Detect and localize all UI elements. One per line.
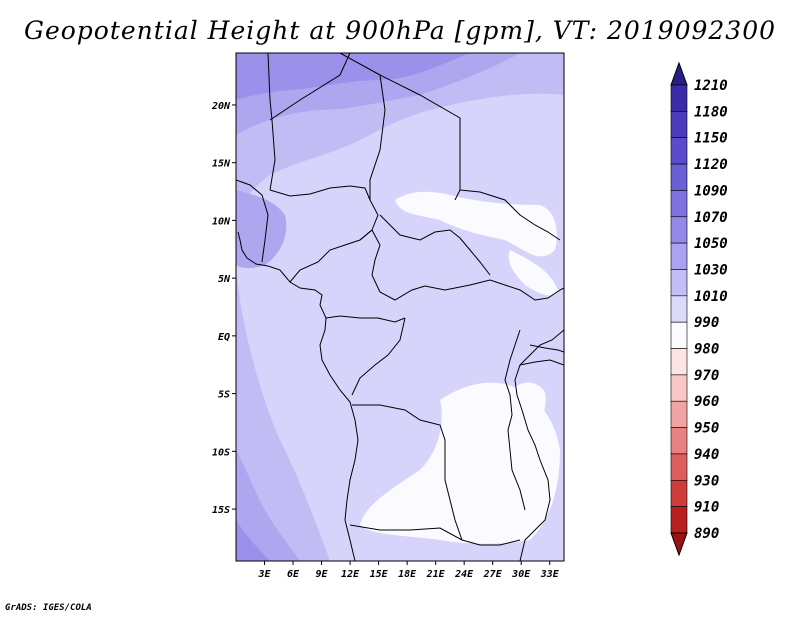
- colorbar-segment: [670, 269, 688, 297]
- border-nigeria-cameroon: [289, 229, 373, 283]
- border-congo: [351, 317, 406, 396]
- field-sw-core: [236, 520, 270, 561]
- colorbar-label: 960: [694, 394, 719, 410]
- border-mali: [267, 53, 276, 191]
- colorbar-segment: [670, 427, 688, 455]
- field-left-band: [236, 53, 330, 561]
- field-north-core: [236, 53, 470, 100]
- field-north-white: [395, 191, 557, 257]
- map-frame: [235, 52, 565, 562]
- border-niger-chad: [359, 74, 386, 241]
- border-angola-drc: [352, 404, 463, 541]
- x-tick-label: 30E: [511, 569, 531, 580]
- border-gabon-north: [325, 315, 406, 323]
- colorbar-segment: [670, 400, 688, 428]
- border-car-south: [371, 229, 506, 301]
- y-tick-label: 15N: [212, 159, 231, 170]
- colorbar-label: 950: [694, 421, 719, 437]
- x-tick-label: 18E: [398, 569, 417, 580]
- field-sw-band: [236, 450, 300, 561]
- border-nigeria-north: [269, 185, 371, 201]
- colorbar-segment: [670, 506, 688, 534]
- colorbar-label: 910: [694, 500, 719, 516]
- field-east-white: [508, 250, 558, 296]
- colorbar-label: 930: [694, 473, 719, 489]
- colorbar-label: 1150: [694, 131, 728, 147]
- colorbar-segment: [670, 295, 688, 323]
- colorbar-label: 1180: [694, 104, 728, 120]
- border-tanzania: [519, 359, 564, 366]
- border-south: [349, 524, 521, 546]
- east-coastline: [514, 329, 564, 561]
- colorbar-label: 1070: [694, 210, 728, 226]
- colorbar-segment: [670, 216, 688, 244]
- x-tick-label: 12E: [341, 569, 360, 580]
- x-tick-label: 33E: [540, 569, 560, 580]
- border-algeria-niger: [269, 53, 351, 121]
- borders: [236, 53, 564, 561]
- colorbar-label: 890: [694, 526, 719, 542]
- colorbar-segment: [670, 111, 688, 139]
- colorbar-segment: [670, 242, 688, 270]
- y-tick-label: EQ: [218, 332, 230, 343]
- colorbar: 1210 1180 1150 1120 1090 1070 1050 1030 1010 990 9…: [670, 61, 728, 557]
- x-tick-label: 6E: [287, 569, 300, 580]
- border-sudan: [459, 189, 561, 241]
- y-tick-label: 10S: [212, 447, 230, 458]
- border-ssudan-south: [504, 284, 564, 301]
- x-tick-label: 9E: [316, 569, 329, 580]
- colorbar-segment: [670, 321, 688, 349]
- colorbar-segment: [670, 84, 688, 112]
- x-tick-label: 24E: [454, 569, 474, 580]
- height-field: [236, 53, 564, 561]
- y-axis-ticks: 20N 15N 10N 5N EQ 5S 10S 15S: [211, 101, 236, 516]
- field-westafrica: [236, 190, 287, 269]
- border-uganda-kenya: [529, 344, 564, 353]
- colorbar-label: 1210: [694, 78, 728, 94]
- colorbar-segment: [670, 163, 688, 191]
- grads-credit: GrADS: IGES/COLA: [5, 603, 92, 613]
- y-tick-label: 15S: [212, 505, 230, 516]
- y-tick-label: 5N: [218, 274, 231, 285]
- colorbar-segment: [670, 374, 688, 402]
- border-chad-car: [379, 214, 491, 276]
- colorbar-label: 1050: [694, 236, 728, 252]
- colorbar-segment: [670, 348, 688, 376]
- colorbar-top-arrow: [670, 61, 688, 86]
- colorbar-bottom-arrow: [670, 532, 688, 557]
- x-tick-label: 15E: [370, 569, 389, 580]
- colorbar-label: 940: [694, 447, 719, 463]
- x-tick-label: 3E: [257, 569, 271, 580]
- colorbar-label: 1090: [694, 183, 728, 199]
- colorbar-segment: [670, 137, 688, 165]
- x-tick-label: 21E: [426, 569, 446, 580]
- x-tick-label: 27E: [483, 569, 503, 580]
- colorbar-segment: [670, 453, 688, 481]
- west-coastline: [237, 231, 359, 561]
- border-west: [236, 179, 269, 263]
- colorbar-segment: [670, 479, 688, 507]
- map-title: Geopotential Height at 900hPa [gpm], VT:…: [23, 16, 777, 45]
- colorbar-segment: [670, 190, 688, 218]
- colorbar-label: 970: [694, 368, 719, 384]
- border-drc-east: [504, 329, 526, 511]
- x-axis-ticks: 3E 6E 9E 12E 15E 18E 21E 24E 27E 30E 33E: [257, 561, 560, 580]
- y-tick-label: 20N: [211, 101, 231, 112]
- colorbar-label: 990: [694, 315, 719, 331]
- colorbar-label: 980: [694, 342, 719, 358]
- colorbar-label: 1030: [694, 262, 728, 278]
- border-libya-sudan: [339, 53, 461, 201]
- y-tick-label: 5S: [218, 390, 230, 401]
- y-tick-label: 10N: [212, 216, 231, 227]
- colorbar-label: 1120: [694, 157, 728, 173]
- colorbar-label: 1010: [694, 289, 728, 305]
